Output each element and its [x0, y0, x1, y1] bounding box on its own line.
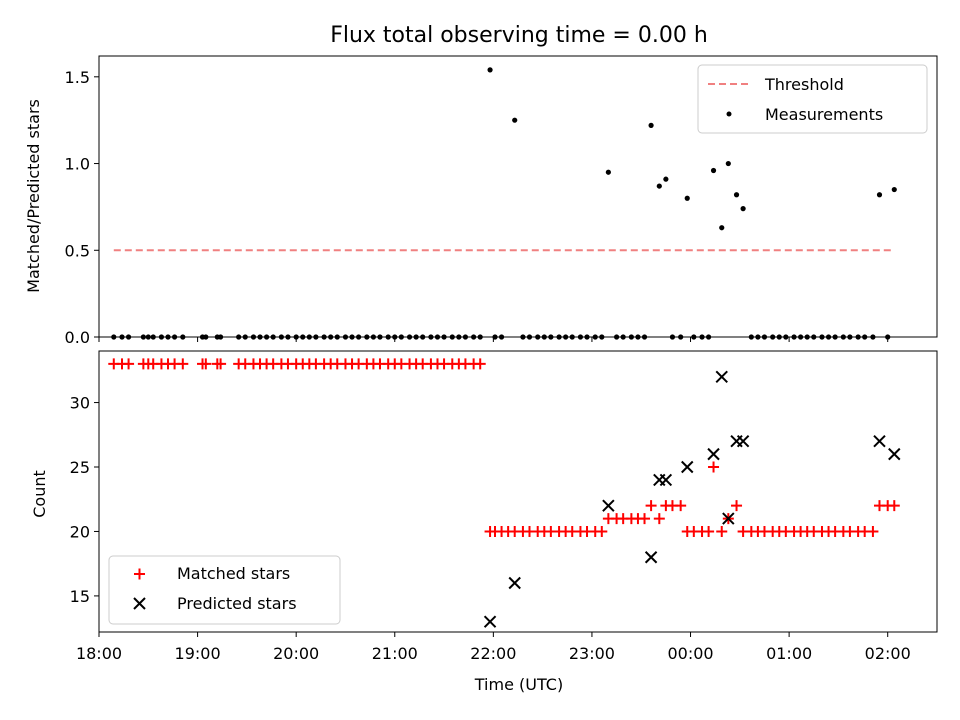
- predicted-star-marker: [888, 447, 901, 461]
- measurement-point: [725, 160, 731, 167]
- legend-threshold-label: Threshold: [764, 75, 844, 94]
- legend-measurements-label: Measurements: [765, 105, 883, 124]
- legend-measurements-swatch: [726, 111, 732, 117]
- measurement-point: [740, 206, 746, 212]
- x-tick-label: 00:00: [667, 644, 713, 663]
- bottom-legend-frame: [108, 555, 341, 625]
- bottom-y-axis-label: Count: [30, 470, 49, 518]
- chart-title: Flux total observing time = 0.00 h: [330, 23, 708, 48]
- predicted-star-marker: [715, 370, 728, 383]
- measurement-point: [733, 192, 740, 198]
- matched-star-marker: [596, 525, 608, 537]
- matched-star-marker: [639, 513, 651, 525]
- matched-star-marker: [716, 525, 728, 537]
- x-tick-label: 23:00: [569, 644, 615, 663]
- matched-star-marker: [708, 461, 720, 473]
- top-plot-area: 0.0 0.5 1.0 1.5: [65, 55, 938, 347]
- bottom-plot-area: 15 20 25 30 18:00 19:00 20:00 21:00 22:00 23:00 00…: [70, 350, 938, 663]
- matched-star-marker: [703, 525, 715, 537]
- legend-predicted-swatch: [133, 597, 146, 610]
- matched-star-marker: [675, 500, 687, 512]
- measurement-point: [487, 67, 493, 73]
- top-legend: Threshold Measurements: [697, 64, 928, 134]
- x-axis-label: Time (UTC): [474, 675, 563, 694]
- bottom-y-tick-label: 30: [70, 394, 90, 413]
- measurement-point: [605, 169, 611, 175]
- matched-star-marker: [474, 358, 486, 370]
- matched-star-marker: [731, 500, 743, 512]
- predicted-star-marker: [873, 435, 886, 448]
- measurement-point: [710, 167, 717, 174]
- matched-star-marker: [177, 358, 189, 370]
- matched-star-marker: [867, 525, 879, 537]
- matched-star-marker: [200, 358, 212, 370]
- matched-star-marker: [888, 500, 900, 512]
- legend-predicted-label: Predicted stars: [177, 594, 297, 613]
- x-tick-label: 21:00: [372, 644, 418, 663]
- predicted-star-marker: [707, 447, 720, 461]
- measurement-point: [891, 186, 897, 193]
- top-y-tick-label: 1.5: [65, 68, 90, 87]
- x-tick-label: 02:00: [865, 644, 911, 663]
- predicted-star-marker: [722, 512, 735, 525]
- measurement-point: [656, 183, 662, 189]
- bottom-y-tick-label: 25: [70, 458, 90, 477]
- bottom-y-tick-label: 15: [70, 587, 90, 606]
- x-tick-label: 18:00: [76, 644, 122, 663]
- bottom-legend: Matched stars Predicted stars: [108, 555, 341, 625]
- legend-matched-label: Matched stars: [177, 564, 290, 583]
- legend-matched-swatch: [134, 568, 145, 580]
- matched-star-marker: [645, 500, 657, 512]
- x-tick-label: 20:00: [273, 644, 319, 663]
- x-tick-label: 19:00: [175, 644, 221, 663]
- predicted-star-marker: [681, 460, 694, 474]
- matched-star-marker: [215, 358, 227, 370]
- top-y-tick-label: 0.0: [65, 328, 90, 347]
- top-legend-frame: [697, 64, 928, 134]
- predicted-star-marker: [483, 615, 497, 628]
- x-tick-label: 22:00: [470, 644, 516, 663]
- predicted-star-marker: [659, 473, 673, 487]
- measurement-point: [512, 117, 518, 123]
- predicted-star-marker: [644, 551, 658, 564]
- top-axes-frame: [98, 55, 938, 338]
- predicted-star-marker: [602, 499, 615, 512]
- measurement-point: [684, 195, 690, 201]
- top-y-tick-label: 1.0: [65, 155, 90, 174]
- measurement-point: [719, 225, 725, 231]
- bottom-axes-frame: [98, 350, 938, 633]
- matched-star-marker: [653, 513, 665, 525]
- x-tick-label: 01:00: [766, 644, 812, 663]
- measurement-point: [648, 122, 654, 128]
- matched-star-marker: [123, 358, 135, 370]
- measurement-point: [876, 192, 883, 198]
- top-y-tick-label: 0.5: [65, 241, 90, 260]
- predicted-star-marker: [508, 576, 521, 590]
- top-y-axis-label: Matched/Predicted stars: [24, 99, 43, 293]
- predicted-star-marker: [736, 435, 750, 448]
- bottom-y-tick-label: 20: [70, 522, 90, 541]
- measurement-point: [663, 176, 669, 182]
